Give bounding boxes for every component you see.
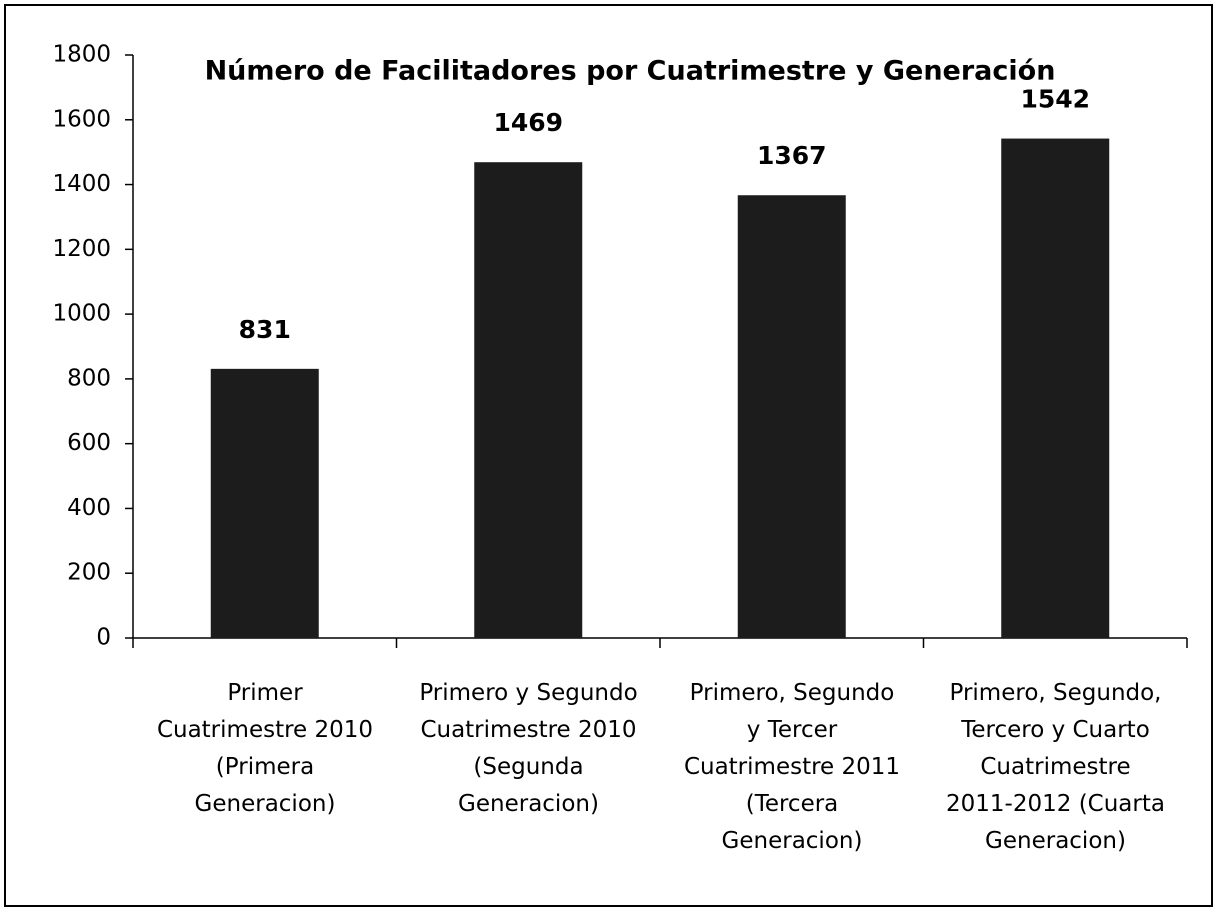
data-label: 1367 [757,141,827,170]
y-tick-label: 1200 [52,236,111,262]
x-tick-label: Primero, Segundo y Tercer Cuatrimestre 2… [683,680,901,854]
bar [737,195,846,638]
data-label: 1542 [1020,85,1090,114]
y-tick-label: 1800 [52,42,111,68]
y-tick-label: 1000 [52,301,111,327]
y-tick-label: 1600 [52,106,111,132]
y-tick-label: 200 [67,560,111,586]
x-tick-label: Primero, Segundo, Tercero y Cuarto Cuatr… [946,680,1165,854]
y-tick-label: 1400 [52,171,111,197]
y-tick-label: 600 [67,430,111,456]
y-tick-label: 0 [96,625,111,651]
x-tick-label: Primero y Segundo Cuatrimestre 2010 (Seg… [419,680,638,817]
y-tick-label: 400 [67,495,111,521]
bar [210,368,319,638]
x-tick-label: Primer Cuatrimestre 2010 (Primera Genera… [156,680,374,817]
bar [1001,138,1110,638]
y-tick-label: 800 [67,365,111,391]
bar [474,162,583,639]
data-label: 1469 [493,108,563,137]
chart-title: Número de Facilitadores por Cuatrimestre… [205,56,1056,87]
data-label: 831 [239,315,291,344]
